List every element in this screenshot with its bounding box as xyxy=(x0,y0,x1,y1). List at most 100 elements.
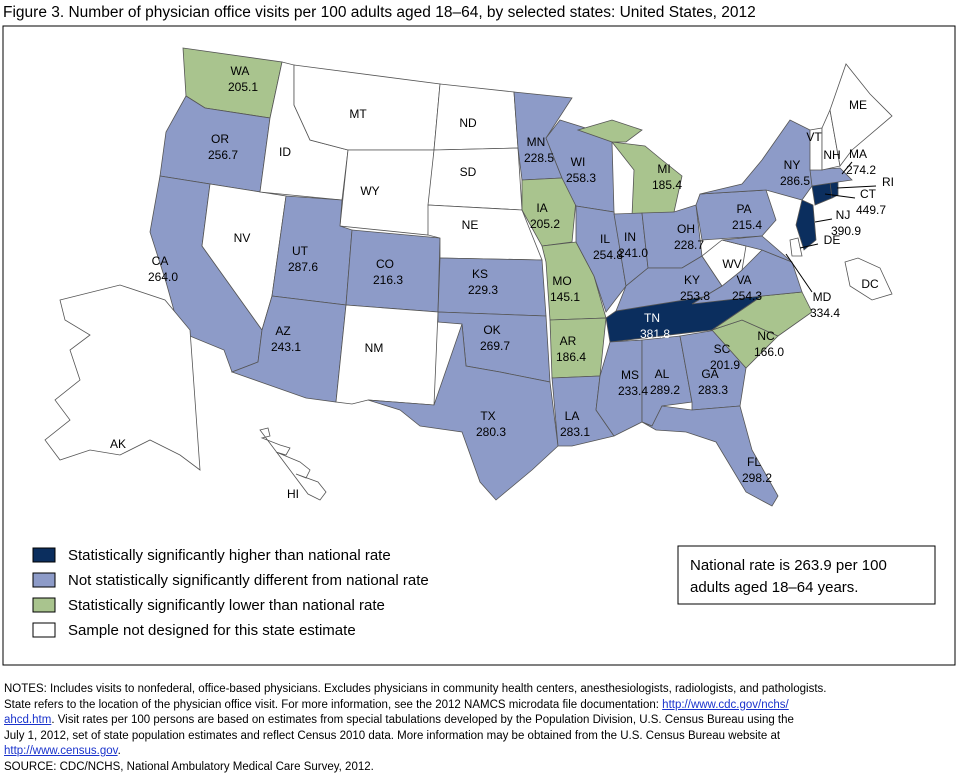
state-abbr: MN xyxy=(527,135,546,149)
state xyxy=(844,257,893,301)
title: Figure 3. Number of physician office vis… xyxy=(3,4,756,21)
state-rate: 186.4 xyxy=(556,350,586,364)
state xyxy=(339,149,435,236)
state xyxy=(576,119,683,217)
state-abbr: OR xyxy=(211,132,229,146)
state-rate: 390.9 xyxy=(831,224,861,238)
state-rate: 233.4 xyxy=(618,384,648,398)
state-abbr: SC xyxy=(714,342,731,356)
state-labels: WA 205.1 OR 256.7 CA 264.0 NV ID MT WY UT 287.6 CO 21… xyxy=(110,64,894,501)
state xyxy=(259,427,327,501)
state-abbr: NY xyxy=(784,158,801,172)
state-abbr: IL xyxy=(600,232,610,246)
state-abbr: OH xyxy=(677,222,695,236)
state-rate: 145.1 xyxy=(550,290,580,304)
leader-line xyxy=(841,161,853,175)
legend-label: Not statistically significantly differen… xyxy=(68,572,429,589)
state-abbr: HI xyxy=(287,487,299,501)
state-rate: 274.2 xyxy=(846,163,876,177)
state-abbr: NH xyxy=(823,148,840,162)
state-rate: 215.4 xyxy=(732,218,762,232)
state xyxy=(367,323,559,501)
state-rate: 286.5 xyxy=(780,174,810,188)
state-abbr: UT xyxy=(292,244,309,258)
link[interactable]: http://www.census.gov xyxy=(4,745,118,757)
state-abbr: MI xyxy=(657,162,670,176)
state-abbr: AK xyxy=(110,437,126,451)
leader-line xyxy=(824,193,856,199)
state xyxy=(549,317,607,379)
state-abbr: CT xyxy=(860,187,877,201)
legend-label: Sample not designed for this state estim… xyxy=(68,622,356,639)
state-abbr: RI xyxy=(882,175,894,189)
state-abbr: AL xyxy=(655,367,670,381)
state-rate: 205.1 xyxy=(228,80,258,94)
note-text: . Visit rates per 100 persons are based … xyxy=(51,714,794,726)
state-rate: 228.7 xyxy=(674,238,704,252)
state-rate: 289.2 xyxy=(650,383,680,397)
state-rate: 254.8 xyxy=(593,248,623,262)
state xyxy=(691,249,803,305)
state-abbr: AZ xyxy=(275,324,290,338)
state-abbr: NM xyxy=(365,341,384,355)
state-abbr: KY xyxy=(684,273,700,287)
national-rate: adults aged 18–64 years. xyxy=(690,579,858,596)
link[interactable]: ahcd.htm xyxy=(4,714,52,726)
state-rate: 228.5 xyxy=(524,151,554,165)
legend: Statistically significantly higher than … xyxy=(32,547,429,639)
state-abbr: NJ xyxy=(836,208,851,222)
state-abbr: NV xyxy=(234,231,251,245)
state-rate: 258.3 xyxy=(566,171,596,185)
legend-swatch xyxy=(32,547,56,563)
national-rate: National rate is 263.9 per 100 xyxy=(690,557,887,574)
state-abbr: PA xyxy=(736,202,751,216)
map-frame xyxy=(2,25,956,666)
state-abbr: ND xyxy=(459,116,477,130)
state-rate: 243.1 xyxy=(271,340,301,354)
state-rate: 253.8 xyxy=(680,289,710,303)
state-rate: 256.7 xyxy=(208,148,238,162)
state xyxy=(44,284,201,471)
state-abbr: MA xyxy=(849,147,867,161)
state xyxy=(701,239,747,287)
legend-swatch xyxy=(32,622,56,638)
national-rate-box xyxy=(677,545,936,605)
state-abbr: NE xyxy=(462,218,479,232)
state-abbr: IN xyxy=(624,230,636,244)
note-text: . xyxy=(117,745,121,757)
state-abbr: VA xyxy=(736,273,751,287)
state-abbr: CO xyxy=(376,257,394,271)
state-rate: 298.2 xyxy=(742,471,772,485)
state-rate: 287.6 xyxy=(288,260,318,274)
state-abbr: TX xyxy=(480,409,495,423)
state-abbr: NC xyxy=(757,329,775,343)
leader-line xyxy=(814,218,833,223)
state-abbr: VT xyxy=(806,130,822,144)
state-rate: 280.3 xyxy=(476,425,506,439)
state-rate: 254.3 xyxy=(732,289,762,303)
state-abbr: ID xyxy=(279,145,291,159)
state-abbr: ME xyxy=(849,98,867,112)
link[interactable]: http://www.cdc.gov/nchs/ xyxy=(662,698,789,711)
state-abbr: FL xyxy=(747,455,761,469)
state-rate: 205.2 xyxy=(530,217,560,231)
legend-label: Statistically significantly higher than … xyxy=(68,547,391,564)
state-rate: 449.7 xyxy=(856,203,886,217)
state xyxy=(829,63,893,167)
state-abbr: CA xyxy=(152,254,169,268)
state-rate: 166.0 xyxy=(754,345,784,359)
state-abbr: MS xyxy=(621,368,639,382)
state-abbr: AR xyxy=(560,334,577,348)
states xyxy=(44,47,893,507)
state-abbr: WV xyxy=(722,257,741,271)
state xyxy=(721,235,793,263)
state-rate: 216.3 xyxy=(373,273,403,287)
legend-swatch xyxy=(32,572,56,588)
state-rate: 229.3 xyxy=(468,283,498,297)
figure: Figure 3. Number of physician office vis… xyxy=(2,4,956,666)
state-abbr: KS xyxy=(472,267,488,281)
state-abbr: DE xyxy=(824,233,841,247)
state xyxy=(345,229,441,313)
state-abbr: WI xyxy=(571,155,586,169)
